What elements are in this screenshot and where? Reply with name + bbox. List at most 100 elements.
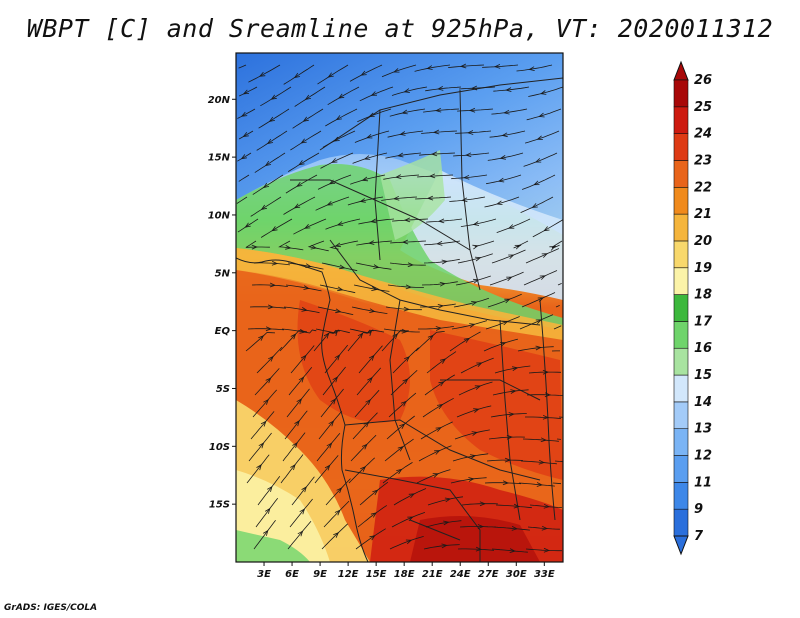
streamline-arrow bbox=[297, 530, 304, 537]
streamline-arrow bbox=[501, 132, 508, 138]
map-frame bbox=[235, 52, 564, 563]
streamline-arrow bbox=[302, 116, 309, 122]
streamline-arrow bbox=[301, 307, 308, 312]
streamline-arrow bbox=[263, 398, 269, 405]
streamline bbox=[525, 416, 562, 419]
streamline-arrow bbox=[368, 354, 375, 361]
colorbar-band bbox=[673, 294, 689, 322]
streamline-arrow bbox=[339, 264, 346, 270]
colorbar-band bbox=[673, 455, 689, 483]
streamline bbox=[453, 297, 490, 308]
streamline-arrow bbox=[465, 152, 472, 158]
streamline-arrow bbox=[333, 136, 340, 142]
streamline bbox=[387, 284, 424, 288]
streamline bbox=[385, 152, 422, 159]
streamline-arrow bbox=[472, 244, 479, 250]
streamline-arrow bbox=[300, 138, 307, 144]
streamline-arrow bbox=[506, 276, 513, 282]
streamline-arrow bbox=[361, 176, 369, 182]
streamline-arrow bbox=[459, 63, 467, 69]
streamline-arrow bbox=[328, 420, 335, 427]
streamline bbox=[238, 174, 250, 182]
streamline bbox=[493, 86, 530, 92]
colorbar-label: 25 bbox=[694, 100, 712, 115]
streamline-arrow bbox=[542, 414, 550, 420]
streamline bbox=[236, 196, 248, 204]
x-tick-label: 9E bbox=[313, 569, 327, 580]
streamline bbox=[492, 389, 529, 396]
streamline-arrow bbox=[476, 362, 483, 367]
streamline bbox=[425, 86, 462, 92]
colorbar-band bbox=[673, 401, 689, 430]
streamline bbox=[389, 262, 426, 266]
streamline-arrow bbox=[405, 284, 412, 290]
streamline bbox=[278, 240, 304, 251]
streamline-arrow bbox=[543, 503, 550, 509]
streamline bbox=[321, 262, 358, 272]
streamline-arrow bbox=[258, 442, 265, 449]
streamline-arrow bbox=[463, 174, 470, 180]
streamline-arrow bbox=[537, 297, 545, 302]
streamline bbox=[317, 64, 349, 85]
streamline-arrow bbox=[538, 112, 545, 118]
streamline bbox=[414, 64, 451, 72]
streamline bbox=[391, 86, 428, 96]
latitude-axis: 20N 15N 10N 5N EQ 5S 10S 15S bbox=[208, 95, 236, 511]
streamline bbox=[280, 454, 304, 484]
streamline bbox=[282, 432, 306, 462]
streamline bbox=[454, 429, 490, 440]
y-tick-label: 5S bbox=[216, 384, 230, 395]
streamline-arrow bbox=[496, 200, 503, 205]
streamline bbox=[459, 526, 497, 528]
streamline-arrow bbox=[438, 218, 445, 224]
streamline bbox=[347, 329, 374, 352]
streamline-arrow bbox=[323, 332, 330, 339]
streamline-arrow bbox=[533, 180, 540, 186]
streamline-arrow bbox=[432, 129, 440, 135]
streamline bbox=[528, 86, 563, 97]
streamline bbox=[553, 325, 562, 330]
streamline-arrow bbox=[399, 131, 406, 136]
streamline-arrow bbox=[290, 333, 297, 340]
streamline bbox=[383, 174, 420, 180]
streamline-arrow bbox=[334, 242, 341, 248]
streamline-arrow bbox=[240, 154, 247, 160]
streamline bbox=[384, 438, 414, 462]
colorbar-label: 15 bbox=[694, 368, 712, 383]
streamline-arrow bbox=[264, 160, 272, 167]
streamline bbox=[517, 346, 554, 352]
streamline-arrow bbox=[427, 334, 434, 341]
streamline bbox=[358, 345, 383, 374]
streamline-arrow bbox=[337, 286, 344, 292]
streamline bbox=[489, 130, 526, 138]
streamline-arrow bbox=[531, 203, 538, 208]
streamline bbox=[486, 174, 522, 185]
streamline bbox=[248, 432, 272, 462]
streamline-arrow bbox=[333, 531, 340, 538]
streamline bbox=[252, 174, 284, 195]
streamline bbox=[314, 455, 339, 484]
streamline-arrow bbox=[244, 222, 251, 228]
streamline bbox=[516, 64, 553, 72]
streamline bbox=[352, 412, 378, 440]
streamline-arrow bbox=[268, 355, 274, 362]
streamline-arrow bbox=[298, 160, 305, 166]
streamline-arrow bbox=[438, 381, 445, 387]
streamline-arrow bbox=[536, 135, 543, 140]
streamline bbox=[424, 374, 456, 396]
streamline-arrow bbox=[407, 516, 414, 522]
streamline-arrow bbox=[368, 112, 375, 117]
streamline-arrow bbox=[285, 245, 292, 250]
streamline bbox=[252, 389, 277, 418]
colorbar-band bbox=[673, 160, 689, 188]
streamline-arrow bbox=[504, 298, 511, 304]
streamline-arrow bbox=[469, 323, 476, 328]
streamline-arrow bbox=[268, 116, 275, 122]
streamline-arrow bbox=[428, 173, 436, 179]
colorbar-label: 14 bbox=[694, 395, 712, 410]
streamline bbox=[307, 240, 329, 252]
streamline-arrow bbox=[269, 282, 277, 288]
streamline-arrow bbox=[262, 529, 269, 536]
streamline bbox=[250, 411, 275, 440]
streamline-arrow bbox=[401, 109, 408, 115]
